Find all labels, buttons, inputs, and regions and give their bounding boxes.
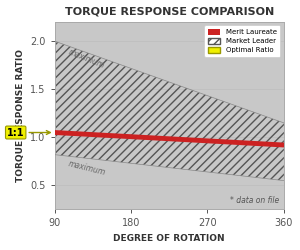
- Text: maximum: maximum: [67, 159, 106, 177]
- Y-axis label: TORQUE RESPONSE RATIO: TORQUE RESPONSE RATIO: [16, 49, 25, 182]
- Text: maximum: maximum: [67, 47, 106, 70]
- X-axis label: DEGREE OF ROTATION: DEGREE OF ROTATION: [113, 234, 225, 243]
- Text: 1:1: 1:1: [7, 128, 50, 138]
- Text: * data on file: * data on file: [230, 196, 280, 205]
- Title: TORQUE RESPONSE COMPARISON: TORQUE RESPONSE COMPARISON: [64, 7, 274, 17]
- Legend: Merit Laureate, Market Leader, Optimal Ratio: Merit Laureate, Market Leader, Optimal R…: [204, 25, 280, 57]
